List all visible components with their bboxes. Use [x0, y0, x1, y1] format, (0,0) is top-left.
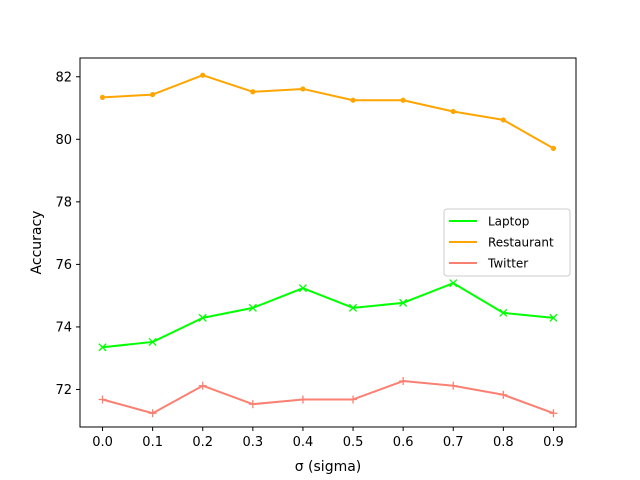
- legend: Laptop Restaurant Twitter: [443, 208, 571, 277]
- legend-label-laptop: Laptop: [488, 214, 529, 228]
- data-point-restaurant: [250, 89, 256, 95]
- series-restaurant: [99, 72, 557, 151]
- x-axis-label: σ (sigma): [295, 459, 362, 475]
- data-point-twitter: [148, 409, 157, 418]
- series-line-restaurant: [102, 74, 554, 150]
- x-tick-label: 0.3: [243, 435, 264, 450]
- series-laptop: [98, 279, 558, 352]
- data-point-laptop: [248, 303, 257, 312]
- data-point-laptop: [348, 303, 358, 312]
- legend-item-restaurant: Restaurant: [449, 235, 554, 249]
- data-point-laptop: [148, 337, 157, 347]
- x-tick-label: 0.0: [92, 435, 113, 450]
- legend-label-restaurant: Restaurant: [488, 235, 554, 249]
- x-tick-label: 0.7: [443, 435, 464, 450]
- x-axis-ticks: 0.0 0.1 0.2 0.3 0.4 0.5 0.6 0.7 0.8 0.9: [92, 427, 564, 450]
- data-point-restaurant: [99, 94, 106, 101]
- data-point-laptop: [549, 313, 558, 322]
- data-point-twitter: [449, 381, 458, 390]
- series-layer: [98, 72, 558, 418]
- data-point-restaurant: [550, 145, 557, 151]
- data-point-laptop: [399, 298, 408, 307]
- x-tick-label: 0.9: [543, 435, 564, 450]
- y-tick-label: 76: [55, 258, 72, 273]
- x-tick-label: 0.4: [293, 435, 314, 450]
- data-point-restaurant: [400, 97, 406, 103]
- data-point-twitter: [298, 395, 307, 404]
- axes-frame: [79, 57, 577, 428]
- series-line-twitter: [102, 380, 554, 415]
- data-point-restaurant: [300, 86, 306, 92]
- x-tick-label: 0.1: [142, 435, 163, 450]
- data-point-twitter: [549, 409, 558, 418]
- data-point-restaurant: [350, 97, 356, 103]
- data-point-laptop: [449, 279, 458, 288]
- data-point-twitter: [248, 400, 257, 409]
- legend-label-twitter: Twitter: [487, 256, 528, 270]
- y-tick-label: 78: [55, 195, 72, 210]
- y-tick-label: 80: [55, 133, 72, 148]
- y-axis-label: Accuracy: [29, 211, 45, 275]
- y-tick-label: 74: [55, 320, 72, 335]
- y-tick-label: 72: [55, 383, 72, 398]
- series-twitter: [98, 377, 558, 418]
- data-point-twitter: [98, 395, 107, 404]
- data-point-laptop: [198, 313, 207, 322]
- legend-item-twitter: Twitter: [449, 256, 528, 270]
- data-point-restaurant: [500, 117, 506, 123]
- data-point-twitter: [349, 395, 358, 404]
- x-tick-label: 0.6: [393, 435, 414, 450]
- x-tick-label: 0.5: [343, 435, 364, 450]
- x-tick-label: 0.2: [192, 435, 213, 450]
- data-point-restaurant: [150, 91, 156, 98]
- data-point-restaurant: [450, 108, 456, 115]
- y-axis-ticks: 72 74 76 78 80 82: [55, 70, 80, 398]
- legend-item-laptop: Laptop: [449, 214, 529, 228]
- y-tick-label: 82: [55, 70, 72, 85]
- data-point-laptop: [98, 343, 107, 352]
- x-tick-label: 0.8: [493, 435, 514, 450]
- data-point-laptop: [298, 284, 308, 293]
- legend-box: [443, 208, 571, 277]
- series-line-laptop: [102, 282, 554, 349]
- data-point-laptop: [499, 308, 508, 317]
- data-point-restaurant: [200, 72, 206, 78]
- data-point-twitter: [399, 377, 408, 386]
- data-point-twitter: [198, 381, 207, 390]
- data-point-twitter: [499, 390, 508, 399]
